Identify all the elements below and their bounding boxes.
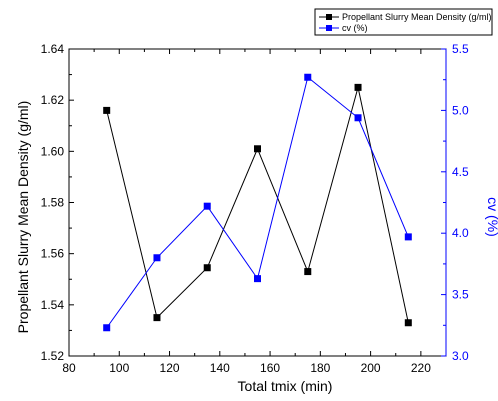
y-left-tick-label: 1.64 (41, 42, 65, 56)
x-tick-label: 80 (62, 361, 76, 375)
legend-label-density: Propellant Slurry Mean Density (g/ml) (342, 12, 492, 22)
y-left-tick-label: 1.60 (41, 144, 65, 158)
legend-label-cv: cv (%) (342, 23, 368, 33)
data-point-density (254, 145, 261, 153)
x-tick-label: 120 (160, 361, 180, 375)
y-left-tick-label: 1.56 (41, 247, 65, 261)
series-line-cv (106, 76, 409, 329)
y-right-tick-label: 3.0 (452, 349, 469, 363)
x-tick-label: 100 (109, 361, 129, 375)
data-point-cv (254, 275, 261, 283)
right-axis: 3.0 3.5 4.0 4.5 5.0 5.5 (441, 42, 469, 363)
top-axis (68, 49, 422, 54)
data-point-cv (404, 233, 412, 241)
data-point-density (153, 314, 161, 322)
legend: Propellant Slurry Mean Density (g/ml) cv… (314, 8, 493, 36)
data-point-cv (203, 202, 211, 210)
plot-area (68, 48, 447, 357)
data-point-density (404, 319, 412, 327)
series-group (103, 73, 412, 332)
data-point-cv (103, 324, 111, 332)
data-point-cv (153, 254, 161, 262)
y-right-tick-label: 4.5 (452, 165, 469, 179)
x-tick-label: 180 (310, 361, 330, 375)
y-left-tick-label: 1.62 (41, 93, 65, 107)
data-point-density (354, 83, 362, 91)
y-right-tick-label: 5.5 (452, 42, 469, 56)
legend-box (314, 8, 493, 36)
y-right-tick-label: 5.0 (452, 103, 469, 117)
data-point-density (103, 106, 111, 114)
data-point-density (304, 268, 312, 276)
data-point-cv (354, 114, 362, 122)
x-tick-label: 220 (411, 361, 431, 375)
x-axis: 80 100 120 140 160 180 200 220 (62, 351, 431, 375)
y-left-tick-label: 1.58 (41, 196, 65, 210)
left-axis: 1.52 1.54 1.56 1.58 1.60 1.62 1.64 (41, 42, 74, 363)
legend-marker-cv (326, 25, 332, 31)
x-tick-label: 140 (210, 361, 230, 375)
y-left-tick-label: 1.52 (41, 349, 65, 363)
series-line-density (106, 87, 409, 323)
y-right-tick-label: 3.5 (452, 288, 469, 302)
x-tick-label: 160 (260, 361, 280, 375)
y-left-tick-label: 1.54 (41, 298, 65, 312)
data-point-density (203, 264, 211, 272)
x-axis-title: Total tmix (min) (238, 378, 333, 394)
y-axis-right-title: cv (%) (485, 197, 498, 237)
data-point-cv (304, 73, 312, 81)
x-tick-label: 200 (361, 361, 381, 375)
y-axis-left-title: Propellant Slurry Mean Density (g/ml) (15, 101, 31, 334)
legend-marker-density (326, 14, 332, 20)
y-right-tick-label: 4.0 (452, 226, 469, 240)
